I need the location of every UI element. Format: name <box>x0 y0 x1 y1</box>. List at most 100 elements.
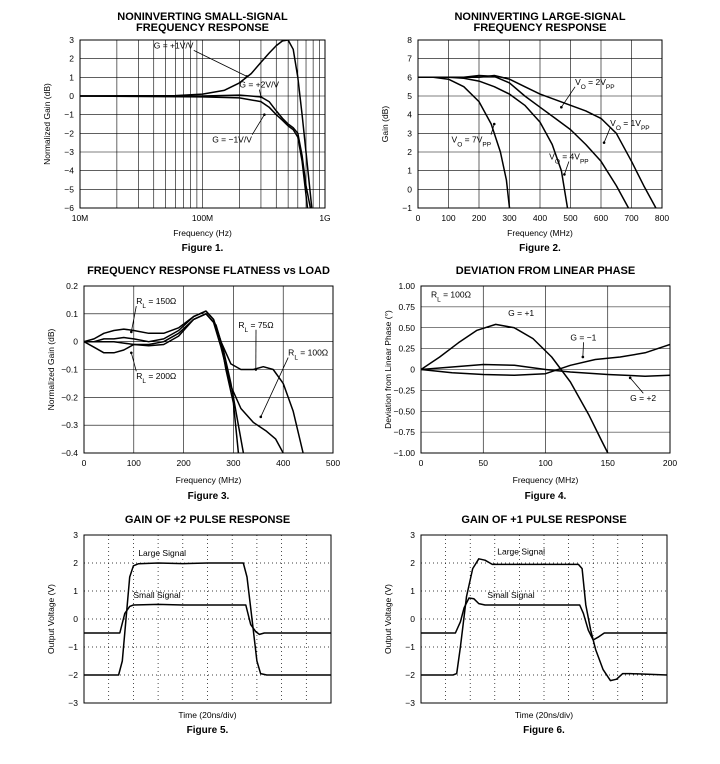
y-tick-label: −6 <box>64 203 74 213</box>
y-tick-label: −3 <box>405 698 415 708</box>
y-tick-label: −0.1 <box>61 365 78 375</box>
annotation-arrowhead <box>130 330 133 334</box>
annotation-leader <box>490 123 495 135</box>
y-tick-label: −1.00 <box>393 448 415 458</box>
annotation-label: G = −1V/V <box>212 135 252 145</box>
annotation-arrowhead <box>602 141 606 144</box>
chart-3: FREQUENCY RESPONSE FLATNESS vs LOAD 0 100 2… <box>46 265 340 502</box>
series-line-g-1v-v <box>80 95 309 208</box>
x-tick-label: 200 <box>472 213 486 223</box>
annotation-arrowhead <box>263 113 266 116</box>
plot-frame <box>83 285 334 454</box>
y-tick-label: 0.1 <box>66 309 78 319</box>
annotation-label: RL = 100Ω <box>431 290 471 304</box>
series-line-v-o-4v-pp <box>418 76 569 208</box>
annotation-label: RL = 75Ω <box>238 320 273 334</box>
x-axis-label: Frequency (MHz) <box>513 475 579 485</box>
x-tick-label: 600 <box>594 213 608 223</box>
annotation-arrowhead <box>259 95 263 99</box>
x-tick-label: 1G <box>319 213 330 223</box>
y-tick-label: 2 <box>69 54 74 64</box>
y-tick-label: 0 <box>410 365 415 375</box>
annotation-label: Large Signal <box>138 548 186 558</box>
plot-frame <box>83 534 332 704</box>
x-tick-label: 100 <box>127 458 141 468</box>
chart-title: GAIN OF +2 PULSE RESPONSE <box>125 514 290 526</box>
x-tick-label: 100 <box>538 458 552 468</box>
annotation-arrowhead <box>254 368 258 371</box>
x-tick-label: 0 <box>419 458 424 468</box>
chart-title: FREQUENCY RESPONSE <box>136 22 269 34</box>
y-tick-label: 1 <box>69 72 74 82</box>
x-tick-label: 300 <box>502 213 516 223</box>
y-tick-label: 8 <box>407 35 412 45</box>
chart-6: GAIN OF +1 PULSE RESPONSE 3 2 1 0 −1 −2 −3 Time … <box>383 514 668 736</box>
series-line-r-l-200- <box>84 313 245 453</box>
y-tick-label: −0.2 <box>61 392 78 402</box>
y-tick-label: 0.25 <box>398 344 415 354</box>
y-tick-label: −0.50 <box>393 406 415 416</box>
y-tick-label: −1 <box>64 110 74 120</box>
y-axis-label: Normalized Gain (dB) <box>42 83 52 165</box>
x-tick-label: 400 <box>276 458 290 468</box>
y-tick-label: 4 <box>407 110 412 120</box>
series-line-g-1 <box>421 323 609 453</box>
annotation-leader <box>193 50 247 77</box>
x-tick-label: 500 <box>326 458 340 468</box>
y-axis-label: Deviation from Linear Phase (°) <box>383 310 393 429</box>
x-axis-label: Frequency (Hz) <box>173 228 232 238</box>
chart-title: GAIN OF +1 PULSE RESPONSE <box>461 514 626 526</box>
x-tick-label: 300 <box>226 458 240 468</box>
y-tick-label: 1 <box>410 586 415 596</box>
annotation-leader <box>130 306 137 333</box>
annotation-arrowhead <box>560 105 563 109</box>
figure-caption: Figure 4. <box>525 491 567 502</box>
series-line-g-1v-v <box>80 40 313 208</box>
annotation-leader <box>561 86 576 108</box>
annotation-leader <box>582 342 584 357</box>
y-tick-label: −0.4 <box>61 448 78 458</box>
y-tick-label: 3 <box>407 128 412 138</box>
y-tick-label: −1 <box>405 642 415 652</box>
series-line-r-l-100- <box>84 313 284 453</box>
figure-caption: Figure 6. <box>523 725 565 736</box>
series-line-g-2v-v <box>80 94 312 208</box>
series-line-r-l-75- <box>84 310 304 453</box>
annotation-label: RL = 150Ω <box>136 296 176 310</box>
x-tick-label: 800 <box>655 213 669 223</box>
annotation-label: VO = 4VPP <box>549 151 589 165</box>
y-tick-label: −4 <box>64 166 74 176</box>
series-line-small-signal <box>84 603 331 636</box>
y-tick-label: 0 <box>73 614 78 624</box>
y-tick-label: 5 <box>407 91 412 101</box>
y-tick-label: 0 <box>407 184 412 194</box>
annotation-label: G = +2 <box>630 393 656 403</box>
y-tick-label: −2 <box>405 670 415 680</box>
figure-caption: Figure 3. <box>188 491 230 502</box>
x-tick-label: 10M <box>72 213 89 223</box>
plot-frame <box>417 39 663 209</box>
series-line-g-1 <box>421 343 670 377</box>
y-axis-label: Output Voltage (V) <box>46 584 56 654</box>
y-tick-label: −3 <box>68 698 78 708</box>
x-axis-label: Frequency (MHz) <box>176 475 242 485</box>
series-line-g-2 <box>421 363 670 377</box>
x-tick-label: 0 <box>416 213 421 223</box>
annotation-label: VO = 7VPP <box>452 135 492 149</box>
annotation-label: G = +1 <box>508 308 534 318</box>
series-line-v-o-1v-pp <box>418 74 657 208</box>
x-tick-label: 700 <box>624 213 638 223</box>
y-tick-label: 2 <box>407 147 412 157</box>
figure-caption: Figure 5. <box>187 725 229 736</box>
y-tick-label: 3 <box>410 530 415 540</box>
x-tick-label: 400 <box>533 213 547 223</box>
chart-title: NONINVERTING SMALL-SIGNAL <box>117 11 288 23</box>
y-tick-label: 7 <box>407 54 412 64</box>
y-tick-label: −1 <box>68 642 78 652</box>
y-tick-label: 0.2 <box>66 281 78 291</box>
y-tick-label: 0.75 <box>398 302 415 312</box>
figure-caption: Figure 2. <box>519 243 561 254</box>
annotation-label: RL = 200Ω <box>136 371 176 385</box>
y-tick-label: 2 <box>73 558 78 568</box>
